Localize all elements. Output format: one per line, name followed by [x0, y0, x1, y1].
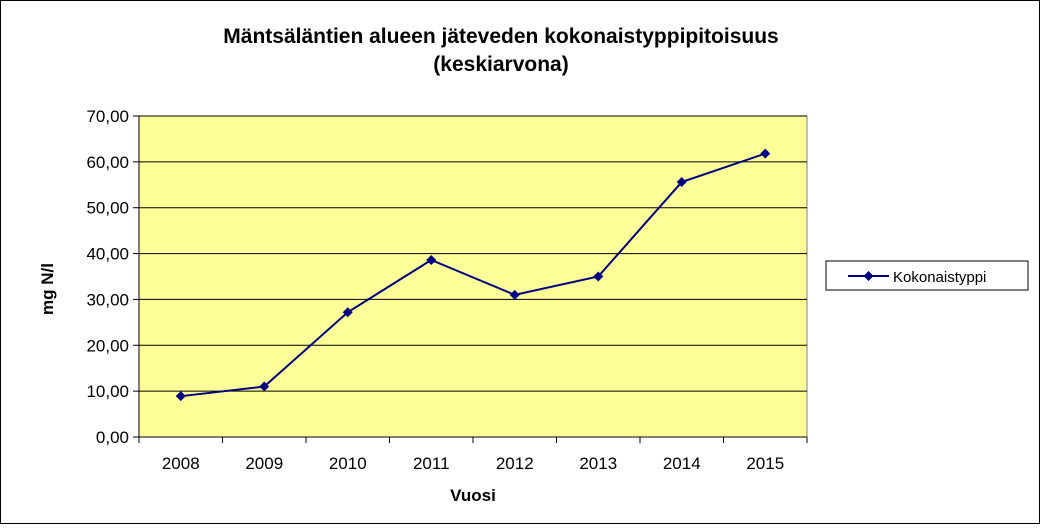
x-tick-label: 2009 — [245, 454, 283, 473]
chart-title: Mäntsäläntien alueen jäteveden kokonaist… — [223, 25, 778, 48]
y-tick-label: 60,00 — [86, 153, 129, 172]
y-tick-label: 20,00 — [86, 336, 129, 355]
x-tick-label: 2015 — [746, 454, 784, 473]
data-point — [760, 148, 771, 159]
y-tick-label: 0,00 — [96, 428, 129, 447]
y-tick-labels: 0,00 10,00 20,00 30,00 40,00 50,00 60,00 70,00 — [86, 107, 129, 447]
legend-diamond-marker-icon — [863, 271, 874, 281]
y-tick-label: 40,00 — [86, 245, 129, 264]
gridlines — [139, 115, 807, 392]
y-axis-label: mg N/l — [38, 263, 57, 315]
legend: Kokonaistyppi — [825, 260, 1029, 291]
y-tick-label: 30,00 — [86, 290, 129, 309]
x-tick-label: 2008 — [162, 454, 200, 473]
x-tick-labels: 2008 2009 2010 2011 2012 2013 2014 2015 — [162, 454, 784, 473]
series-line — [180, 152, 766, 398]
y-tick-label: 10,00 — [86, 382, 129, 401]
axes — [133, 115, 808, 443]
series-layer — [175, 148, 771, 402]
data-point — [593, 271, 604, 282]
data-point — [426, 254, 437, 265]
y-tick-label: 50,00 — [86, 199, 129, 218]
data-point — [342, 307, 353, 318]
data-point — [509, 289, 520, 300]
legend-label: Kokonaistyppi — [893, 269, 986, 286]
x-tick-label: 2010 — [329, 454, 367, 473]
chart-subtitle: (keskiarvona) — [433, 53, 568, 76]
data-point — [676, 177, 687, 188]
x-tick-label: 2012 — [496, 454, 534, 473]
y-tick-label: 70,00 — [86, 107, 129, 126]
data-point — [259, 381, 270, 392]
x-tick-label: 2011 — [413, 454, 450, 473]
data-point — [175, 391, 186, 402]
x-tick-label: 2014 — [663, 454, 701, 473]
x-axis-label: Vuosi — [450, 486, 496, 505]
x-tick-label: 2013 — [579, 454, 617, 473]
